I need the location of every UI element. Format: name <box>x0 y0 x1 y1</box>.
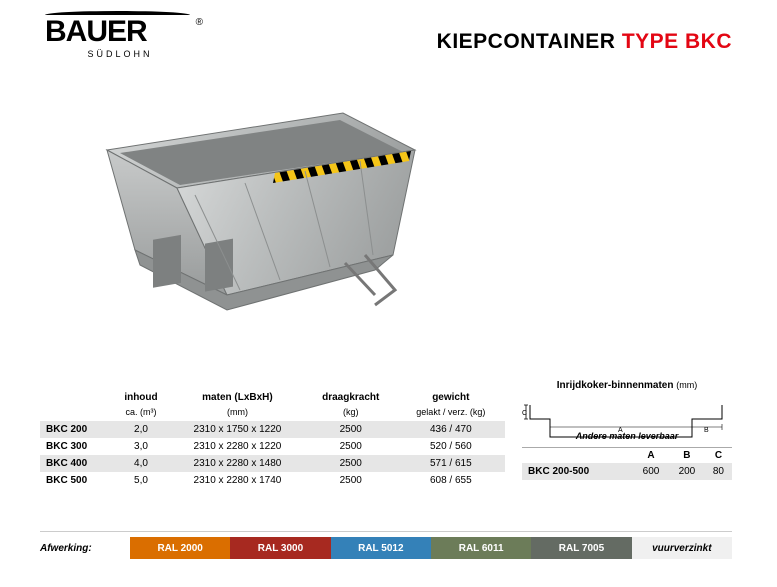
cell: 3,0 <box>112 438 170 455</box>
cell: 2500 <box>305 472 397 489</box>
cell: 2500 <box>305 438 397 455</box>
fork-pocket-diagram: C A B <box>522 397 732 447</box>
cell: 80 <box>705 463 732 480</box>
cell: 4,0 <box>112 455 170 472</box>
table-row: BKC 400 4,0 2310 x 2280 x 1480 2500 571 … <box>40 455 505 472</box>
logo-sub: SÜDLOHN <box>45 49 195 59</box>
th-inhoud: inhoud <box>112 390 170 405</box>
brand-logo: ® BAUER SÜDLOHN <box>45 15 195 70</box>
cell: 2500 <box>305 421 397 438</box>
cell: 608 / 655 <box>397 472 505 489</box>
cell: 2500 <box>305 455 397 472</box>
cell-model: BKC 400 <box>40 455 112 472</box>
finish-ral3000: RAL 3000 <box>230 537 330 559</box>
dim-c-label: C <box>522 410 527 417</box>
table-row: BKC 300 3,0 2310 x 2280 x 1220 2500 520 … <box>40 438 505 455</box>
finish-vuurverzinkt: vuurverzinkt <box>632 537 732 559</box>
fork-pocket-table: Inrijdkoker-binnenmaten (mm) C A B Ander… <box>522 380 732 480</box>
th-gewicht: gewicht <box>397 390 505 405</box>
sth-a: A <box>633 448 669 464</box>
cell: 2,0 <box>112 421 170 438</box>
sth-model <box>522 448 633 464</box>
cell: 571 / 615 <box>397 455 505 472</box>
cell: 2310 x 1750 x 1220 <box>170 421 305 438</box>
sth-inhoud: ca. (m³) <box>112 405 170 421</box>
dim-b-label: B <box>704 427 709 434</box>
sth-gewicht: gelakt / verz. (kg) <box>397 405 505 421</box>
cell-model: BKC 500 <box>40 472 112 489</box>
cell: 5,0 <box>112 472 170 489</box>
sth-c: C <box>705 448 732 464</box>
finish-ral7005: RAL 7005 <box>531 537 631 559</box>
title-part2: TYPE BKC <box>622 30 732 53</box>
cell: 2310 x 2280 x 1220 <box>170 438 305 455</box>
th-model <box>40 390 112 405</box>
spec-table: inhoud maten (LxBxH) draagkracht gewicht… <box>40 390 505 489</box>
cell-model: BKC 200 <box>40 421 112 438</box>
cell-model: BKC 200-500 <box>522 463 633 480</box>
page-title: KIEPCONTAINER TYPE BKC <box>437 30 732 54</box>
sth-maten: (mm) <box>170 405 305 421</box>
cell: 2310 x 2280 x 1740 <box>170 472 305 489</box>
finish-ral6011: RAL 6011 <box>431 537 531 559</box>
cell: 2310 x 2280 x 1480 <box>170 455 305 472</box>
product-image <box>95 95 425 345</box>
table-row: BKC 200-500 600 200 80 <box>522 463 732 480</box>
sth-b: B <box>669 448 705 464</box>
cell: 520 / 560 <box>397 438 505 455</box>
table-row: BKC 500 5,0 2310 x 2280 x 1740 2500 608 … <box>40 472 505 489</box>
cell: 600 <box>633 463 669 480</box>
sth-draagkracht: (kg) <box>305 405 397 421</box>
side-title: Inrijdkoker-binnenmaten (mm) <box>522 380 732 391</box>
dim-a-label: A <box>618 427 623 434</box>
cell: 436 / 470 <box>397 421 505 438</box>
separator-line <box>40 531 732 532</box>
cell: 200 <box>669 463 705 480</box>
finish-bar: Afwerking: RAL 2000 RAL 3000 RAL 5012 RA… <box>40 537 732 559</box>
th-maten: maten (LxBxH) <box>170 390 305 405</box>
logo-brand: BAUER <box>45 15 195 49</box>
finish-ral5012: RAL 5012 <box>331 537 431 559</box>
th-draagkracht: draagkracht <box>305 390 397 405</box>
finish-label: Afwerking: <box>40 537 130 559</box>
sth-model <box>40 405 112 421</box>
title-part1: KIEPCONTAINER <box>437 30 616 53</box>
reg-mark: ® <box>196 17 203 28</box>
finish-ral2000: RAL 2000 <box>130 537 230 559</box>
cell-model: BKC 300 <box>40 438 112 455</box>
table-row: BKC 200 2,0 2310 x 1750 x 1220 2500 436 … <box>40 421 505 438</box>
